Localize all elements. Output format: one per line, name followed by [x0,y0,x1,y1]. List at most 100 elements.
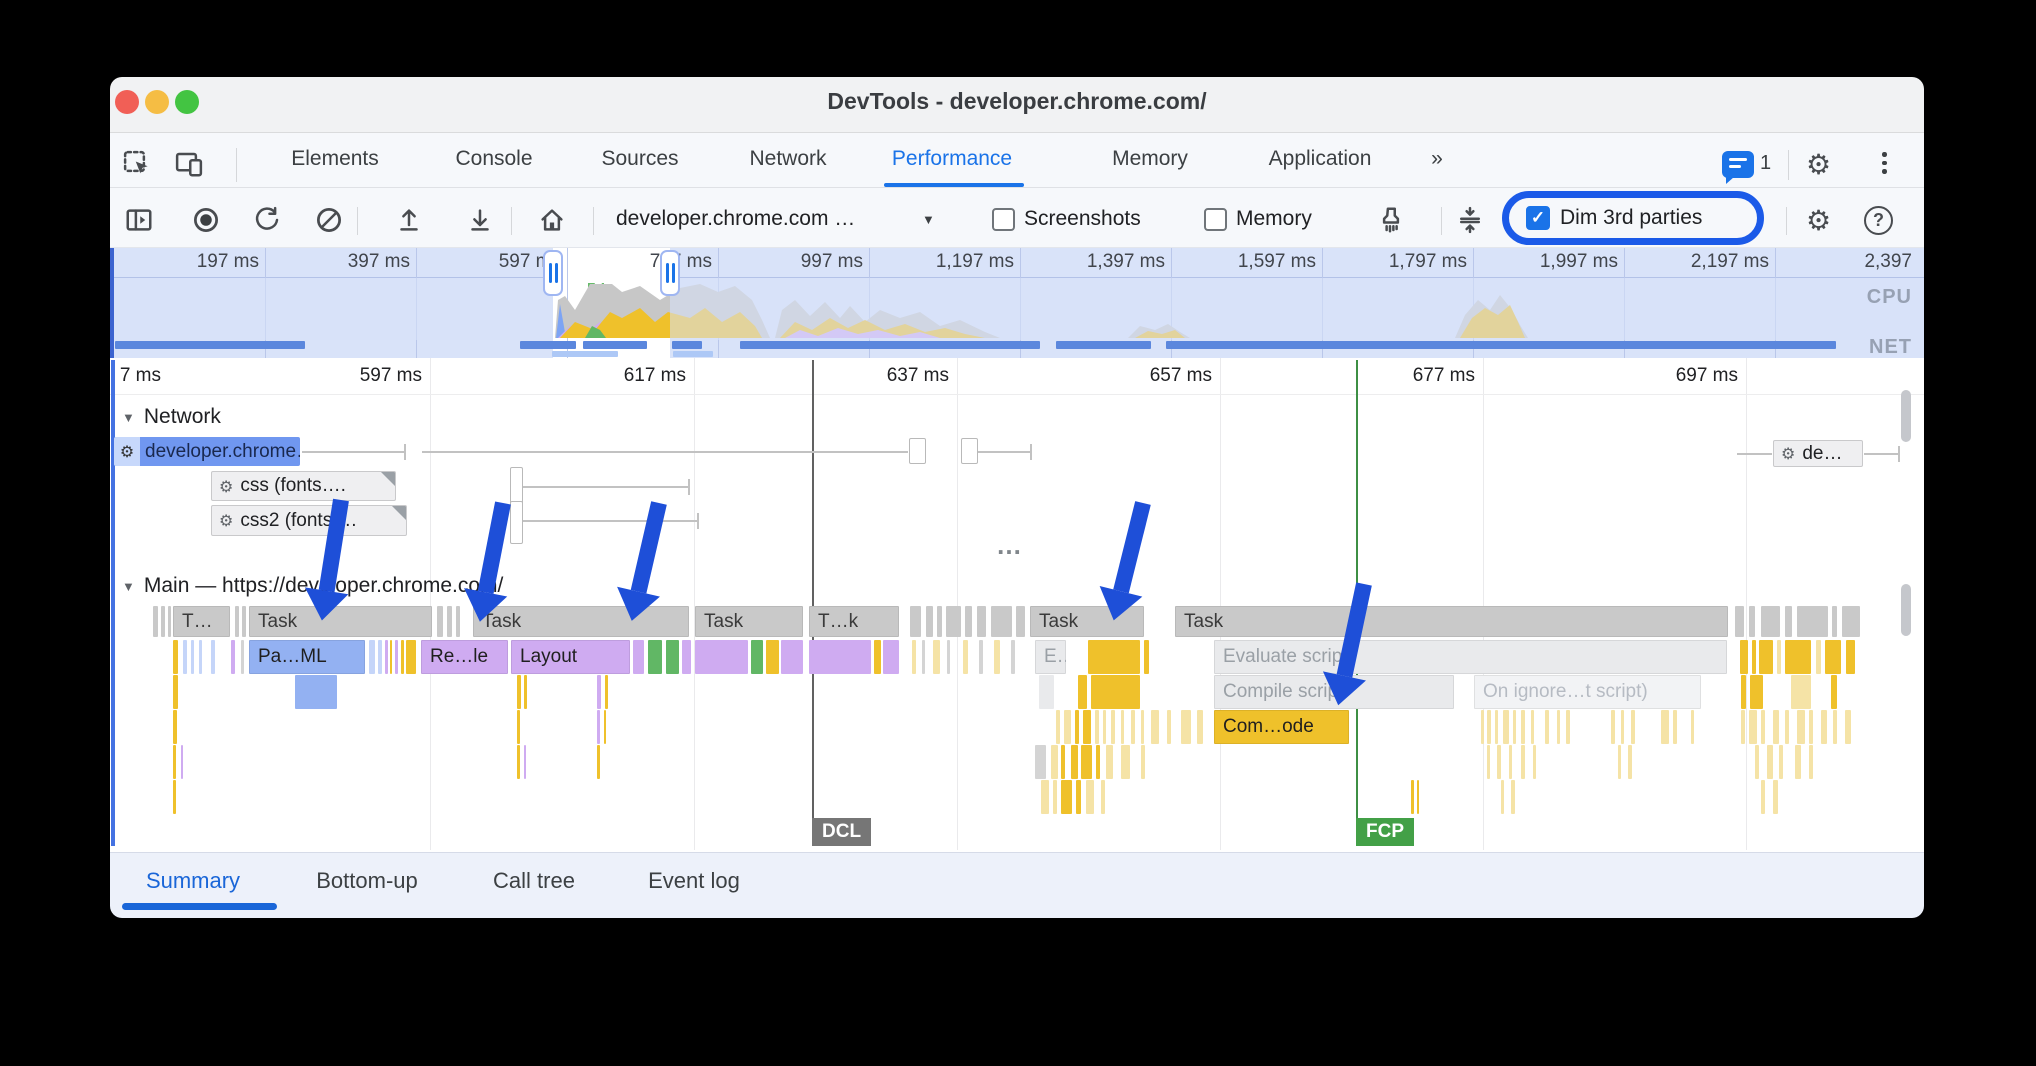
flame-stripe [395,640,398,674]
device-toolbar-icon[interactable] [174,149,204,179]
network-whisker-line [978,451,1030,453]
flame-stripe [1096,745,1100,779]
tab-sources[interactable]: Sources [601,147,679,170]
network-request-bar-1[interactable]: ⚙ css (fonts…. [211,471,396,501]
flame-stripe [1041,780,1049,814]
network-request-bar-0[interactable]: ⚙ developer.chrome… [114,437,300,466]
block-clear-icon[interactable] [314,205,344,235]
bottom-tab-event-log[interactable]: Event log [648,868,740,893]
detail-gridline [694,358,695,850]
network-request-bar-3[interactable]: ⚙ de… [1773,440,1863,467]
message-count: 1 [1760,152,1772,174]
flame-stripe [1785,606,1792,637]
flame-stripe [1086,780,1094,814]
flame-bar-com-ode[interactable]: Com…ode [1214,710,1349,744]
flame-bar-task[interactable]: Task [473,606,689,637]
flame-stripe [242,606,246,637]
flame-stripe [1740,640,1748,674]
messages-icon[interactable] [1722,151,1754,184]
network-section-header[interactable]: ▼ Network [122,405,221,429]
flame-bar-evaluate-script[interactable]: Evaluate script [1214,640,1727,674]
tab-memory[interactable]: Memory [1112,147,1188,170]
flame-stripe [1618,745,1621,779]
render-blocking-corner-icon [381,472,395,486]
scrollbar-thumb[interactable] [1901,390,1911,442]
detail-gridline [957,358,958,850]
flame-bar-task[interactable]: Task [1030,606,1144,637]
network-whisker-line [1864,453,1898,455]
devtools-settings-gear-icon[interactable]: ⚙ [1806,148,1832,181]
flame-bar-task[interactable]: Task [249,606,432,637]
flame-bar-e[interactable]: E… [1035,640,1066,674]
overview-ruler-label: 397 ms [347,251,410,272]
flame-stripe [1144,640,1149,674]
flame-bar-task[interactable]: Task [1175,606,1728,637]
network-request-bar-2[interactable]: ⚙ css2 (fonts…. [211,505,407,536]
flame-stripe [1809,745,1813,779]
brush-gc-icon[interactable] [1376,205,1406,235]
flame-stripe [456,606,460,637]
compress-rows-icon[interactable] [1455,205,1485,235]
screenshots-label: Screenshots [1024,207,1141,230]
kebab-menu-icon[interactable] [1882,152,1887,174]
selection-handle-right[interactable] [660,250,680,296]
scrollbar-thumb[interactable] [1901,584,1911,636]
tab-console[interactable]: Console [455,147,533,170]
chevron-down-icon[interactable]: ▼ [922,212,935,227]
dcl-badge[interactable]: DCL [812,818,872,846]
flame-stripe [766,640,779,674]
upload-icon[interactable] [394,205,424,235]
bottom-tab-call-tree[interactable]: Call tree [493,868,575,893]
flame-bar-pa-ml[interactable]: Pa…ML [249,640,365,674]
tab-network[interactable]: Network [749,147,827,170]
memory-checkbox[interactable] [1204,208,1227,231]
dim-3rd-parties-checkbox[interactable]: ✓ [1526,206,1550,230]
flame-bar-t[interactable]: T… [173,606,230,637]
flame-bar-t-k[interactable]: T…k [809,606,899,637]
flame-bar-task[interactable]: Task [695,606,803,637]
record-icon[interactable] [191,205,221,235]
bottom-tab-summary[interactable]: Summary [145,868,241,893]
tab-application[interactable]: Application [1268,147,1372,170]
capture-target-select[interactable]: developer.chrome.com … [616,207,856,230]
flame-stripe [1181,710,1191,744]
close-window-button[interactable] [115,90,139,114]
download-icon[interactable] [465,205,495,235]
fcp-badge[interactable]: FCP [1356,818,1414,846]
reload-icon[interactable] [252,205,282,235]
tab-elements[interactable]: Elements [291,147,379,170]
screenshots-checkbox[interactable] [992,208,1015,231]
flame-bar-on-ignore-t-script[interactable]: On ignore…t script) [1474,675,1701,709]
flame-stripe [1795,745,1801,779]
flame-stripe [1741,675,1746,709]
net-activity-bar [1056,341,1151,349]
flame-stripe [1167,710,1171,744]
flame-stripe [1497,745,1501,779]
minimize-window-button[interactable] [145,90,169,114]
flame-stripe [1673,710,1677,744]
collapsed-tracks-ellipsis[interactable]: … [996,530,1025,560]
flame-stripe [437,606,443,637]
tab-performance[interactable]: Performance [891,147,1013,170]
flame-stripe [1566,710,1570,744]
network-whisker-tick [404,444,406,460]
capture-settings-gear-icon[interactable]: ⚙ [1806,204,1832,237]
flame-bar-layout[interactable]: Layout [511,640,630,674]
help-icon[interactable]: ? [1864,206,1893,235]
panel-left-icon[interactable] [124,205,154,235]
flame-stripe [1061,745,1065,779]
home-icon[interactable] [537,205,567,235]
flame-stripe [1095,710,1099,744]
flame-stripe [1487,710,1491,744]
flame-bar-compile-script[interactable]: Compile script [1214,675,1454,709]
flame-stripe [295,675,337,709]
zoom-window-button[interactable] [175,90,199,114]
net-activity-bar [1166,341,1836,349]
tab-item[interactable]: » [1431,147,1443,170]
inspect-icon[interactable] [122,149,152,179]
selection-handle-left[interactable] [543,250,563,296]
flame-bar-re-le[interactable]: Re…le [421,640,508,674]
detail-ruler-label: 697 ms [1675,365,1738,386]
bottom-tab-bottom-up[interactable]: Bottom-up [316,868,418,893]
detail-ruler-label: 677 ms [1412,365,1475,386]
